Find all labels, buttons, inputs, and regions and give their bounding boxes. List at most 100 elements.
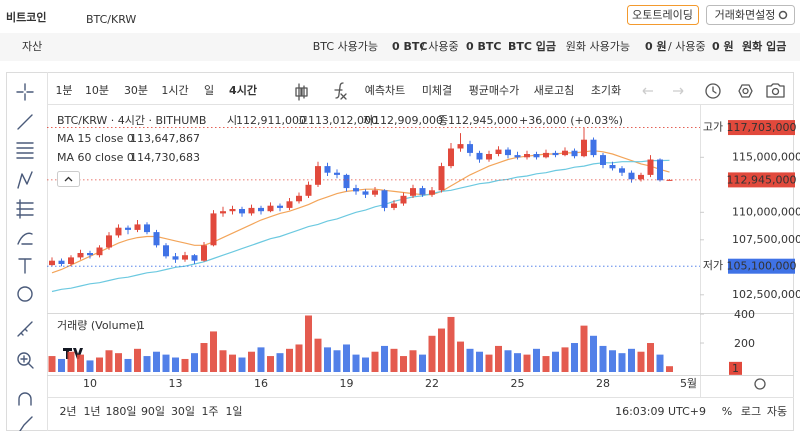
redo-button[interactable]: [673, 87, 684, 95]
toolbar-action[interactable]: 새로고침: [534, 84, 574, 97]
volume-bar: [514, 353, 521, 372]
zoom-tool[interactable]: [17, 352, 31, 366]
range-button[interactable]: 30일: [171, 404, 195, 418]
toolbar-action[interactable]: 평균매수가: [469, 84, 520, 97]
crosshair-tool[interactable]: [16, 83, 34, 101]
screen-settings-label[interactable]: 거래화면설정: [715, 9, 776, 22]
balance-item: 0 BTC: [392, 40, 427, 53]
y-tick-label: 107,500,000: [732, 233, 800, 246]
balance-item: / 사용중: [421, 40, 459, 53]
candle-body: [381, 190, 388, 208]
snapshot-button[interactable]: [766, 83, 785, 98]
candle-body: [239, 209, 245, 214]
auto-trading-label[interactable]: 오토트레이딩: [632, 9, 693, 22]
interval-button[interactable]: 1시간: [161, 84, 188, 97]
candle-body: [248, 207, 255, 214]
pencil-tool[interactable]: [19, 416, 33, 431]
pair-code: BTC/KRW: [86, 13, 136, 26]
x-tick-label: 10: [83, 377, 97, 390]
volume-bar: [571, 343, 578, 372]
balance-bar: [0, 33, 800, 61]
alert-button-hand[interactable]: [712, 86, 717, 94]
volume-bar: [609, 350, 616, 372]
candle-body: [296, 195, 302, 202]
candle-body: [419, 188, 426, 195]
x-tick-label: 5월: [680, 377, 697, 390]
candle-body: [619, 168, 625, 173]
volume-bar: [637, 351, 645, 372]
brush-tool[interactable]: [17, 232, 33, 245]
legend-collapse-chevron[interactable]: [64, 176, 73, 182]
range-button[interactable]: 1년: [83, 405, 100, 418]
magnet-tool[interactable]: [18, 392, 32, 406]
indicator-button[interactable]: [334, 82, 347, 100]
alert-button[interactable]: [705, 83, 721, 99]
text-tool[interactable]: [18, 258, 32, 274]
y-tick-label: 110,000,000: [732, 205, 800, 218]
volume-bar: [504, 350, 512, 372]
volume-bar: [143, 356, 151, 372]
range-button[interactable]: 90일: [141, 404, 165, 418]
candle-body: [172, 256, 179, 260]
price-marker-box: [728, 172, 795, 188]
settings-button[interactable]: [738, 84, 753, 98]
volume-bar: [48, 356, 56, 372]
toolbar-action[interactable]: 초기화: [591, 84, 621, 97]
candle-body: [647, 159, 654, 175]
range-button[interactable]: 180일: [105, 404, 136, 418]
measure-tool[interactable]: [17, 321, 33, 337]
volume-bar: [485, 354, 493, 372]
candle-body: [429, 190, 435, 195]
toolbar-icons[interactable]: [295, 82, 785, 101]
auto-trading-button[interactable]: [627, 5, 699, 25]
screen-settings-button[interactable]: [706, 5, 795, 25]
interval-button[interactable]: 4시간: [229, 83, 257, 97]
volume-current-box-label: 1: [732, 362, 739, 375]
emoji-tool[interactable]: [17, 286, 33, 302]
chart-style-button[interactable]: [295, 83, 308, 101]
balance-item[interactable]: 원화 입금: [742, 39, 786, 53]
fib-tool[interactable]: [16, 142, 34, 159]
settings-button-center[interactable]: [742, 87, 749, 95]
toolbar-action[interactable]: 미체결: [422, 84, 452, 97]
balance-item[interactable]: BTC 입금: [508, 40, 556, 53]
candle-body: [144, 224, 150, 233]
legend-collapse-button[interactable]: [57, 171, 80, 187]
undo-button[interactable]: [642, 87, 653, 95]
ohlc-value: 113,012,000: [308, 114, 378, 127]
volume-bar: [124, 358, 132, 372]
ohlc-value: 112,909,000: [373, 114, 443, 127]
scale-option[interactable]: 로그: [741, 405, 761, 418]
volume-bar: [400, 356, 407, 372]
volume-bar: [362, 357, 369, 372]
ohlc-label: 시: [227, 114, 237, 127]
balance-label: 자산: [22, 40, 42, 53]
y-tick-label: 115,000,000: [732, 150, 800, 163]
candle-body: [495, 149, 502, 154]
gear-icon[interactable]: [778, 10, 788, 20]
trendline-tool[interactable]: [17, 114, 33, 130]
toolbar-action[interactable]: 예측차트: [365, 84, 405, 97]
interval-button[interactable]: 일: [204, 83, 214, 97]
snapshot-lens[interactable]: [771, 87, 780, 96]
volume-bar: [476, 351, 483, 372]
range-button[interactable]: 2년: [59, 405, 76, 418]
volume-bar: [542, 356, 550, 372]
zoom-tool-plus[interactable]: [20, 355, 34, 369]
range-button[interactable]: 1일: [225, 404, 242, 418]
projection-tool[interactable]: [16, 199, 34, 219]
time-axis-settings[interactable]: [754, 378, 766, 390]
candle-body: [543, 152, 549, 158]
interval-button[interactable]: 10분: [85, 84, 109, 97]
volume-bar: [305, 315, 312, 372]
scale-option[interactable]: 자동: [767, 405, 787, 418]
interval-button[interactable]: 1분: [55, 84, 72, 97]
drawing-tools[interactable]: [16, 83, 34, 431]
range-button[interactable]: 1주: [201, 405, 218, 418]
candle-body: [362, 191, 369, 195]
interval-button[interactable]: 30분: [124, 84, 148, 97]
candle-body: [609, 165, 616, 169]
pattern-tool[interactable]: [17, 171, 33, 189]
volume-label: 거래량 (Volume): [57, 319, 140, 332]
scale-option[interactable]: %: [722, 405, 732, 418]
